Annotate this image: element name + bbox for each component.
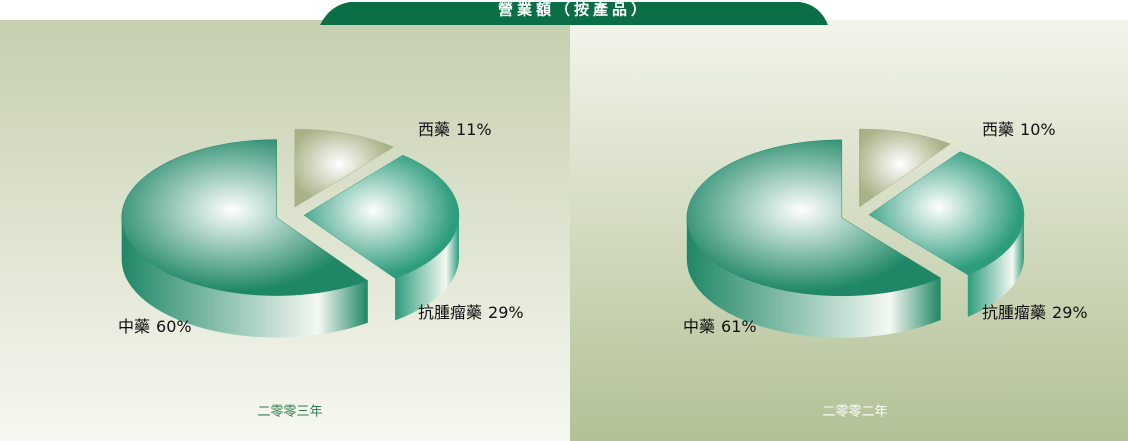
slice-label: 中藥 61%: [683, 317, 757, 336]
slice: [121, 139, 369, 296]
value-label: 11%: [456, 120, 492, 139]
category-label: 中藥: [683, 317, 715, 336]
slice-label: 西藥 10%: [982, 120, 1056, 139]
slice: [859, 128, 951, 208]
slice-side: [395, 215, 459, 321]
value-label: 10%: [1020, 120, 1056, 139]
slice-label: 中藥 60%: [118, 317, 192, 336]
category-label: 西藥: [418, 120, 450, 139]
value-label: 60%: [156, 317, 192, 336]
right-panel: [570, 0, 1128, 441]
category-label: 西藥: [982, 120, 1014, 139]
title-tab: [320, 2, 828, 25]
slice-label: 抗腫瘤藥 29%: [418, 303, 524, 322]
slice: [868, 151, 1025, 276]
slice-label: 西藥 11%: [418, 120, 492, 139]
slice-side: [686, 217, 941, 338]
slice-side: [121, 217, 368, 338]
value-label: 29%: [1052, 303, 1088, 322]
chart-caption: 二零零三年: [257, 405, 322, 420]
slice: [303, 154, 460, 279]
chart-caption: 二零零二年: [822, 405, 887, 420]
slice-side: [967, 214, 1024, 317]
slice: [294, 128, 395, 208]
slice: [686, 139, 942, 297]
category-label: 抗腫瘤藥: [418, 303, 482, 322]
left-panel: [0, 0, 570, 441]
slice-label: 抗腫瘤藥 29%: [982, 303, 1088, 322]
value-label: 29%: [488, 303, 524, 322]
category-label: 中藥: [118, 317, 150, 336]
page-title: 營業額（按產品）: [498, 1, 650, 19]
value-label: 61%: [721, 317, 757, 336]
category-label: 抗腫瘤藥: [982, 303, 1046, 322]
